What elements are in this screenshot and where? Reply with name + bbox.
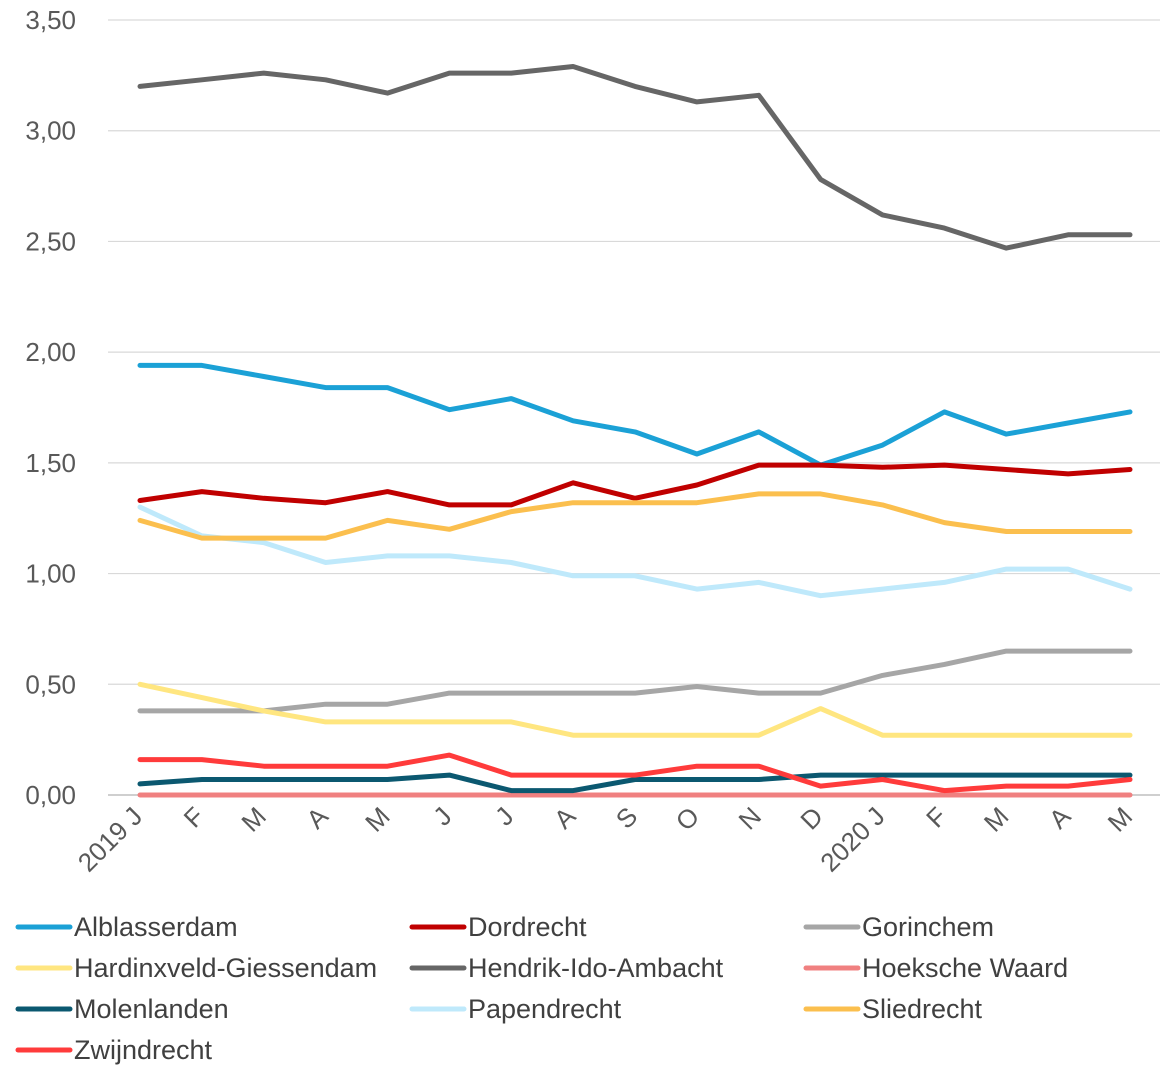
x-tick-label: N — [732, 801, 766, 835]
y-tick-label: 2,00 — [25, 337, 76, 367]
legend-label: Papendrecht — [468, 994, 622, 1024]
y-tick-label: 1,50 — [25, 448, 76, 478]
series-line-alblasserdam — [137, 362, 1133, 468]
x-tick-label: D — [794, 801, 828, 835]
legend-label: Molenlanden — [74, 994, 229, 1024]
legend-label: Alblasserdam — [74, 912, 238, 942]
legend-label: Sliedrecht — [862, 994, 983, 1024]
series-line-molenlanden — [137, 772, 1133, 794]
legend-label: Zwijndrecht — [74, 1035, 213, 1065]
x-tick-label: S — [610, 801, 643, 834]
y-tick-label: 3,50 — [25, 5, 76, 35]
series-line-sliedrecht — [137, 491, 1133, 541]
x-tick-label: 2020 J — [814, 801, 890, 877]
legend-label: Gorinchem — [862, 912, 994, 942]
x-tick-label: A — [1043, 801, 1077, 835]
x-tick-label: M — [1102, 801, 1139, 838]
legend-item: Alblasserdam — [15, 912, 238, 942]
series-line-dordrecht — [137, 462, 1133, 508]
x-tick-label: M — [235, 801, 272, 838]
legend-item: Hendrik-Ido-Ambacht — [409, 953, 724, 983]
x-tick-label: J — [489, 801, 519, 831]
y-tick-label: 2,50 — [25, 226, 76, 256]
y-tick-label: 0,00 — [25, 780, 76, 810]
y-tick-label: 1,00 — [25, 559, 76, 589]
legend: Alblasserdam Dordrecht Gorinchem Hardinxvel… — [15, 912, 1068, 1065]
legend-label: Dordrecht — [468, 912, 587, 942]
x-tick-label: A — [548, 801, 582, 835]
legend-item: Papendrecht — [409, 994, 622, 1024]
y-tick-label: 0,50 — [25, 669, 76, 699]
series-line-papendrecht — [137, 504, 1133, 599]
legend-item: Zwijndrecht — [15, 1035, 213, 1065]
legend-item: Molenlanden — [15, 994, 229, 1024]
legend-item: Dordrecht — [409, 912, 587, 942]
series-line-hardinxveld-giessendam — [137, 681, 1133, 738]
y-tick-label: 3,00 — [25, 116, 76, 146]
x-tick-label: M — [978, 801, 1015, 838]
y-axis-ticks: 0,00 0,50 1,00 1,50 2,00 2,50 3,00 3,50 — [25, 5, 76, 810]
series-line-zwijndrecht — [137, 752, 1133, 794]
legend-label: Hardinxveld-Giessendam — [74, 953, 377, 983]
x-tick-label: J — [427, 801, 457, 831]
legend-label: Hoeksche Waard — [862, 953, 1068, 983]
x-tick-label: F — [920, 801, 952, 833]
x-tick-label: F — [178, 801, 210, 833]
legend-item: Hardinxveld-Giessendam — [15, 953, 377, 983]
x-tick-label: M — [359, 801, 396, 838]
series-lines — [137, 64, 1133, 798]
series-line-hendrik-ido-ambacht — [137, 64, 1133, 251]
legend-item: Hoeksche Waard — [803, 953, 1068, 983]
x-tick-label: 2019 J — [72, 801, 148, 877]
x-tick-label: O — [670, 801, 706, 837]
legend-label: Hendrik-Ido-Ambacht — [468, 953, 724, 983]
x-tick-label: A — [300, 801, 334, 835]
gridlines — [108, 19, 1160, 796]
legend-item: Sliedrecht — [803, 994, 983, 1024]
legend-item: Gorinchem — [803, 912, 994, 942]
series-line-gorinchem — [137, 648, 1133, 714]
